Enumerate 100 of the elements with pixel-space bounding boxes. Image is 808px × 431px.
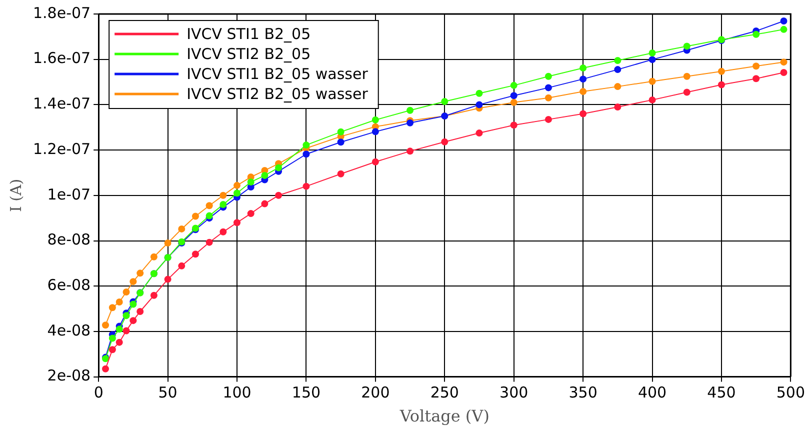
point xyxy=(544,72,552,80)
point xyxy=(164,240,172,247)
point xyxy=(510,98,518,106)
point xyxy=(580,76,587,83)
x-tick-label: 50 xyxy=(158,384,178,402)
point xyxy=(116,326,123,333)
point xyxy=(206,212,213,220)
point xyxy=(441,138,448,146)
point xyxy=(302,150,310,158)
point xyxy=(580,64,587,72)
point xyxy=(302,142,310,149)
point xyxy=(614,83,622,90)
point xyxy=(261,172,268,179)
point xyxy=(406,148,414,155)
x-tick-label: 200 xyxy=(361,384,390,402)
point xyxy=(510,92,518,100)
x-axis-title: Voltage (V) xyxy=(398,406,490,426)
point xyxy=(116,298,123,306)
point xyxy=(122,312,130,320)
point xyxy=(718,81,725,88)
point xyxy=(234,182,241,189)
y-axis-title: I (A) xyxy=(6,178,25,212)
point xyxy=(614,103,622,110)
point xyxy=(752,30,760,38)
point xyxy=(683,88,690,96)
point xyxy=(476,90,483,97)
point xyxy=(220,228,227,236)
y-tick-label: 1.8e-07 xyxy=(32,4,91,22)
point xyxy=(476,130,483,137)
point xyxy=(648,78,656,85)
point xyxy=(580,88,587,96)
point xyxy=(544,84,552,92)
point xyxy=(614,66,622,74)
point xyxy=(337,128,344,136)
point xyxy=(150,292,158,299)
point xyxy=(544,116,552,123)
point xyxy=(164,276,172,283)
point xyxy=(275,164,282,172)
point xyxy=(648,96,656,104)
point xyxy=(261,200,268,208)
point xyxy=(752,75,760,82)
point xyxy=(372,128,379,136)
point xyxy=(136,270,144,277)
point xyxy=(102,322,110,329)
point xyxy=(580,110,587,118)
legend-label: IVCV STI2 B2_05 xyxy=(186,44,311,63)
point xyxy=(247,210,254,218)
y-tick-label: 1.2e-07 xyxy=(32,140,91,158)
point xyxy=(648,50,656,56)
x-tick-label: 150 xyxy=(292,384,321,402)
point xyxy=(178,262,186,270)
point xyxy=(614,56,622,64)
y-tick-label: 6e-08 xyxy=(47,276,91,294)
point xyxy=(220,200,227,208)
point xyxy=(683,72,690,80)
point xyxy=(130,300,137,308)
point xyxy=(780,69,788,76)
point xyxy=(220,192,227,199)
x-tick-label: 100 xyxy=(222,384,252,402)
point xyxy=(130,317,137,324)
x-tick-label: 350 xyxy=(568,384,598,402)
point xyxy=(116,338,123,346)
point xyxy=(247,178,254,186)
point xyxy=(780,26,788,33)
y-tick-label: 1.4e-07 xyxy=(32,94,91,113)
point xyxy=(192,250,199,258)
point xyxy=(683,42,690,50)
point xyxy=(544,94,552,102)
point xyxy=(780,18,788,25)
legend-label: IVCV STI2 B2_05 wasser xyxy=(186,84,369,103)
point xyxy=(372,116,379,124)
y-tick-label: 4e-08 xyxy=(47,321,91,340)
x-tick-label: 450 xyxy=(707,384,736,402)
point xyxy=(337,170,344,178)
point xyxy=(234,190,241,197)
x-tick-label: 0 xyxy=(94,384,104,402)
point xyxy=(150,253,158,260)
legend-label: IVCV STI1 B2_05 xyxy=(186,24,311,43)
point xyxy=(108,334,116,342)
point xyxy=(206,202,213,210)
point xyxy=(192,212,199,220)
point xyxy=(648,56,656,64)
x-tick-label: 300 xyxy=(500,384,528,402)
x-tick-label: 400 xyxy=(638,384,667,402)
point xyxy=(102,365,110,372)
y-tick-label: 2e-08 xyxy=(47,366,91,385)
x-tick-label: 250 xyxy=(430,384,459,402)
point xyxy=(136,308,144,315)
point xyxy=(108,304,116,312)
point xyxy=(510,122,518,129)
point xyxy=(234,219,241,226)
point xyxy=(406,106,414,114)
y-tick-label: 8e-08 xyxy=(47,230,91,249)
point xyxy=(510,82,518,89)
point xyxy=(178,225,186,232)
point xyxy=(372,158,379,166)
point xyxy=(108,346,116,354)
point xyxy=(122,327,130,334)
point xyxy=(302,182,310,190)
point xyxy=(752,62,760,70)
